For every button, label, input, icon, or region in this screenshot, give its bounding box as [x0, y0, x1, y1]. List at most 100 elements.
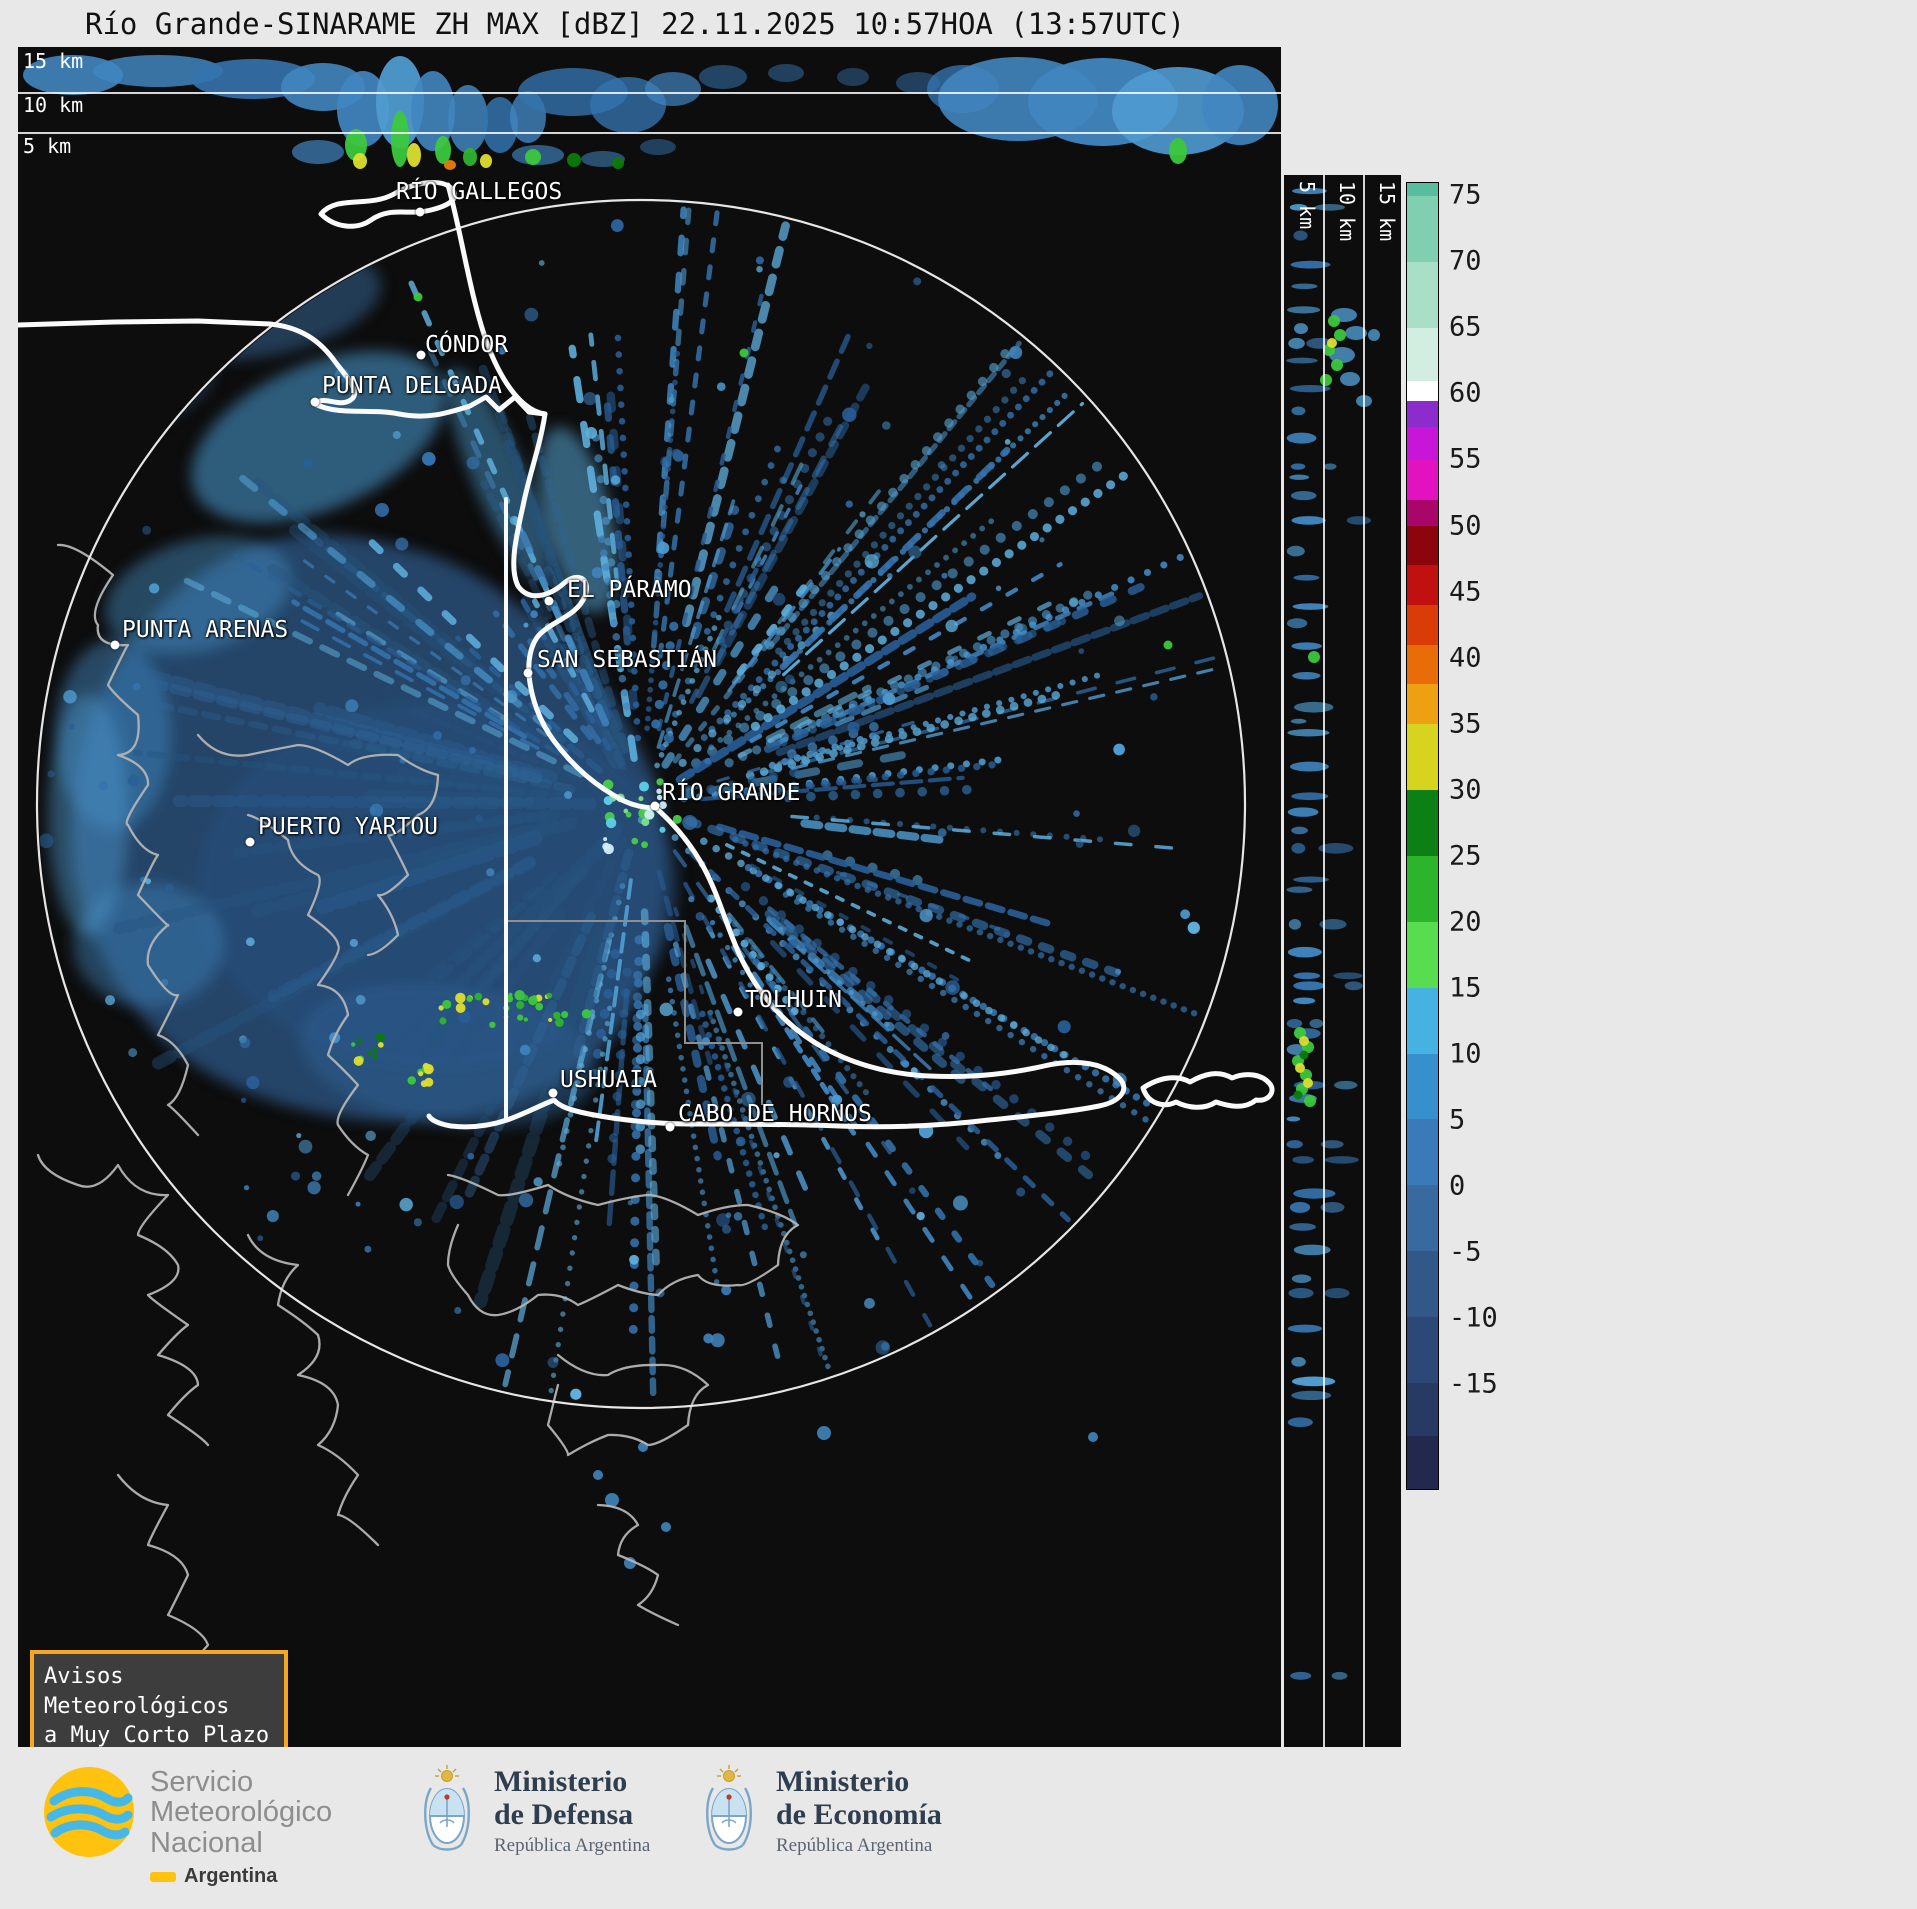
colorbar-tick-label: 0: [1449, 1170, 1466, 1202]
echo-dot: [1113, 743, 1125, 756]
echo-blob: [1288, 1287, 1314, 1299]
echo-spoke: [606, 988, 630, 1227]
echo-dot: [475, 814, 483, 823]
altitude-label-10km: 10 km: [23, 93, 84, 117]
echo-dot: [1057, 1020, 1071, 1034]
echo-speckle: [372, 1054, 378, 1060]
colorbar-segment: [1407, 1317, 1438, 1384]
range-ring: [35, 198, 1247, 1410]
echo-speckle: [1299, 1050, 1309, 1060]
smn-name-line: Nacional: [150, 1826, 263, 1859]
echo-dot: [725, 1212, 732, 1218]
colorbar-tick-label: 35: [1449, 708, 1482, 740]
echo-dot: [704, 758, 711, 765]
echo-dot: [570, 1388, 582, 1400]
echo-speckle: [1293, 1090, 1303, 1100]
echo-spoke: [492, 610, 594, 741]
echo-spoke: [800, 819, 947, 845]
colorbar-tick-label: -5: [1449, 1236, 1482, 1268]
echo-dot: [941, 572, 948, 579]
echo-spoke: [554, 883, 626, 1175]
echo-dot: [1004, 438, 1011, 445]
ministry-subtitle: República Argentina: [494, 1835, 651, 1856]
colorbar-segment: [1407, 789, 1438, 856]
echo-spoke: [783, 784, 974, 803]
echo-blob: [1291, 1356, 1306, 1367]
echo-dot: [703, 1333, 714, 1344]
echo-spoke: [644, 347, 681, 732]
echo-dot: [345, 699, 359, 713]
echo-blob: [1287, 729, 1330, 737]
echo-speckle: [516, 1014, 524, 1021]
echo-dot: [660, 456, 672, 468]
echo-blob: [768, 64, 804, 82]
echo-dot: [524, 307, 539, 322]
echo-blob: [1286, 886, 1313, 893]
echo-spoke: [657, 210, 720, 659]
echo-dot: [908, 545, 922, 559]
echo-dot: [127, 774, 140, 787]
city-label-rio-gallegos: RÍO GALLEGOS: [396, 179, 563, 205]
echo-dot: [875, 1340, 891, 1355]
echo-blob: [1287, 1324, 1323, 1333]
colorbar-segment: [1407, 644, 1438, 685]
echo-spoke: [733, 943, 975, 1303]
echo-spoke: [473, 925, 607, 1309]
echo-spoke: [596, 522, 631, 711]
colorbar-segment: [1407, 921, 1438, 988]
echo-speckle: [656, 794, 663, 801]
echo-spoke: [749, 562, 1063, 744]
echo-speckle: [638, 796, 644, 802]
echo-blob: [1346, 516, 1371, 525]
echo-blob: [1169, 138, 1187, 164]
echo-spoke: [750, 464, 1139, 731]
echo-spoke: [431, 835, 628, 1224]
echo-spoke: [685, 816, 1124, 979]
echo-blob: [1293, 323, 1309, 334]
echo-dot: [98, 780, 109, 791]
colorbar-segment: [1407, 499, 1438, 526]
colorbar-segment: [1407, 459, 1438, 500]
echo-dot: [469, 747, 476, 754]
echo-speckle: [555, 1018, 564, 1027]
altitude-label-15km: 15 km: [23, 49, 84, 73]
ministry-name-line: Ministerio: [494, 1765, 628, 1798]
echo-blob: [337, 71, 389, 147]
coast-strait-north-shore: [18, 318, 548, 419]
escudo-argentina-icon: [424, 1765, 470, 1851]
echo-dot: [239, 1037, 251, 1049]
echo-speckle: [553, 1011, 561, 1020]
coastline-gray: [196, 733, 440, 957]
echo-blob: [1293, 701, 1334, 713]
echo-spoke: [493, 395, 621, 741]
echo-dot: [128, 1048, 138, 1058]
echo-speckle: [455, 1003, 466, 1013]
echo-dot: [864, 554, 880, 569]
echo-spoke: [708, 511, 1003, 751]
echo-speckle: [413, 292, 423, 302]
echo-speckle: [546, 992, 553, 999]
echo-speckle: [351, 1042, 356, 1047]
echo-spoke: [111, 818, 560, 935]
echo-spoke: [286, 611, 540, 750]
smn-logo-block: Servicio Meteorológico Nacional Argentin…: [42, 1765, 332, 1888]
echo-dot: [1180, 909, 1191, 920]
echo-dot: [591, 567, 603, 579]
echo-blob: [353, 153, 367, 169]
colorbar-tick-label: 15: [1449, 972, 1482, 1004]
echo-dot: [257, 1235, 264, 1242]
echo-dot: [532, 954, 541, 963]
radar-map: [18, 179, 1275, 1707]
ministerio-defensa-block: Ministerio de Defensa República Argentin…: [418, 1761, 650, 1861]
echo-dot: [1015, 623, 1028, 635]
echo-blob: [1291, 516, 1326, 525]
echo-blob: [1286, 1018, 1303, 1029]
colorbar-tick-label: -15: [1449, 1368, 1498, 1400]
echo-speckle: [418, 1071, 424, 1077]
echo-spoke: [313, 702, 558, 784]
colorbar-tick-label: 20: [1449, 906, 1482, 938]
echo-dot: [1114, 615, 1125, 627]
colorbar-segment: [1407, 987, 1438, 1054]
echo-speckle: [644, 809, 655, 820]
echo-spoke: [588, 332, 621, 589]
